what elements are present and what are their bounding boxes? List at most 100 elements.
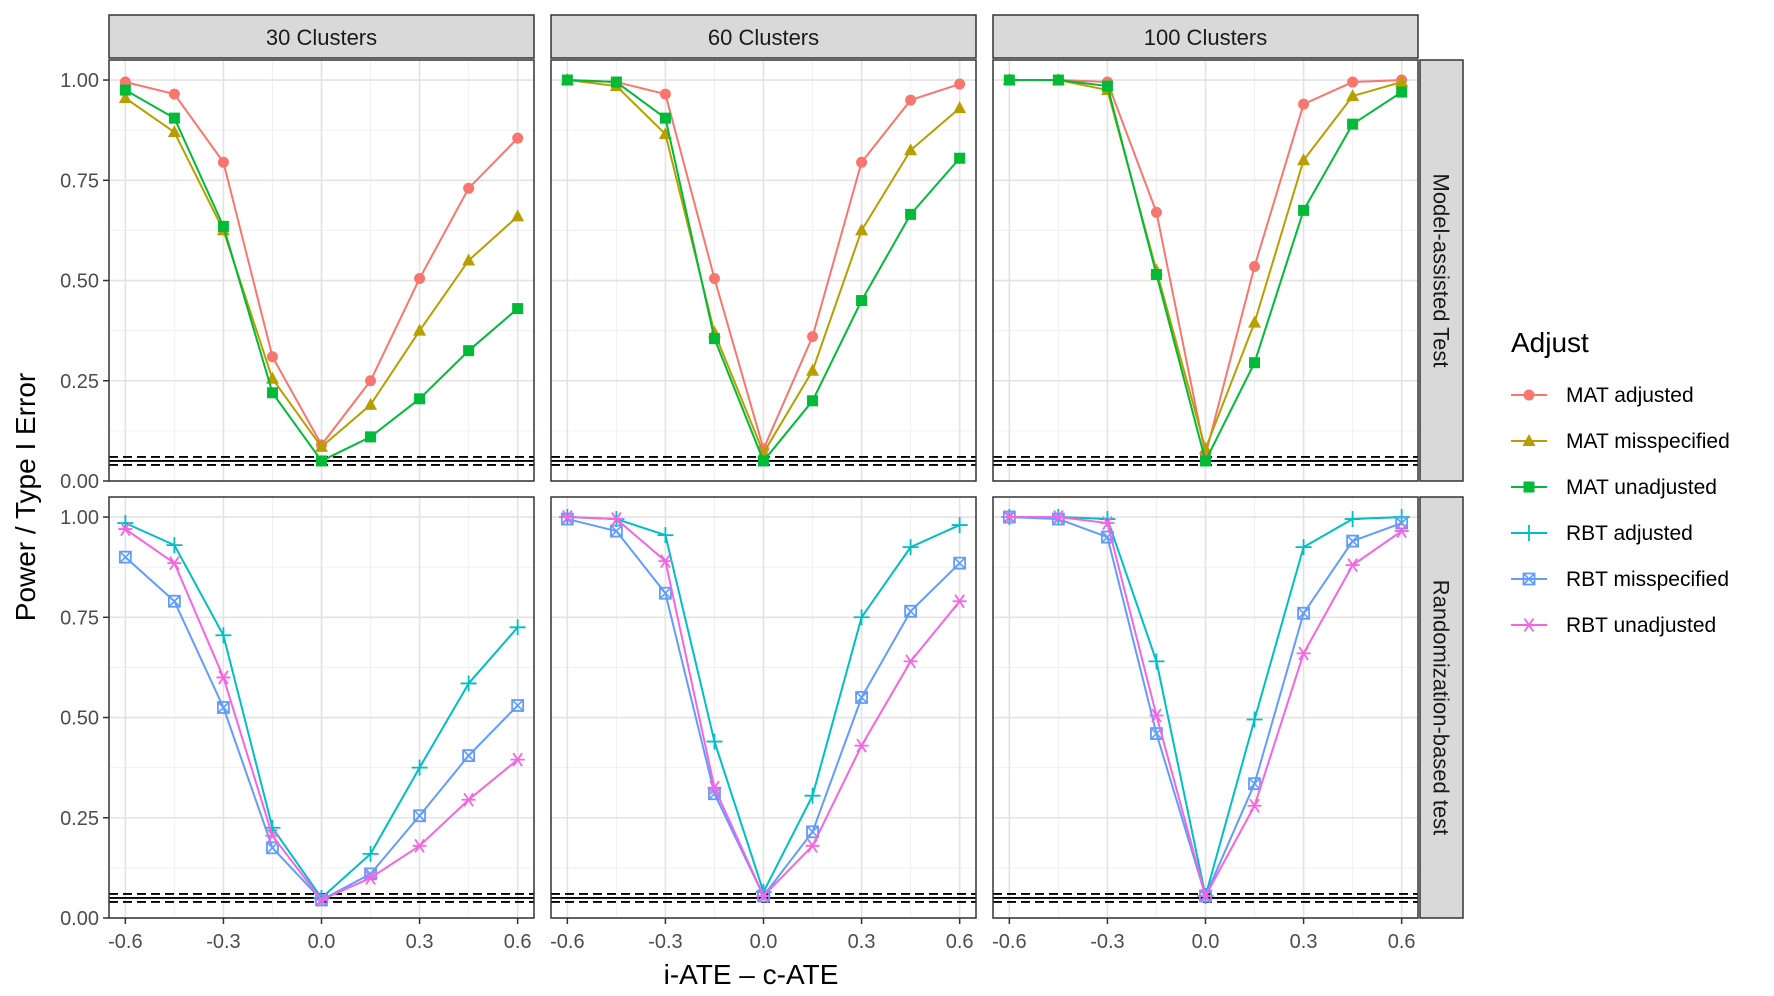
- data-point: [1002, 510, 1017, 525]
- x-tick-label: -0.6: [992, 931, 1026, 953]
- y-tick-label: 0.50: [60, 271, 99, 293]
- data-point: [659, 88, 671, 100]
- data-point: [1150, 206, 1162, 218]
- strip-label: Randomization-based test: [1429, 580, 1454, 836]
- strip-column-30-clusters: 30 Clusters: [108, 14, 535, 59]
- panel-randomization-based-test-100-clusters: [992, 496, 1419, 919]
- x-tick-label: 0.0: [750, 931, 778, 953]
- data-point: [1247, 798, 1262, 813]
- data-point: [953, 556, 967, 570]
- legend-item-mat-misspecified: MAT misspecified: [1511, 430, 1730, 453]
- legend-key-marker: [1523, 389, 1535, 401]
- data-point: [1051, 510, 1066, 525]
- legend-title: Adjust: [1511, 327, 1589, 358]
- data-point: [314, 892, 329, 907]
- data-point: [1149, 708, 1164, 723]
- data-point: [413, 323, 427, 336]
- strip-column-60-clusters: 60 Clusters: [550, 14, 977, 59]
- data-point: [1346, 534, 1360, 548]
- data-point: [1395, 75, 1409, 88]
- data-point: [1249, 357, 1261, 369]
- data-point: [1295, 539, 1312, 556]
- data-point: [167, 556, 182, 571]
- data-point: [168, 88, 180, 100]
- data-point: [1200, 455, 1211, 467]
- data-point: [1297, 153, 1311, 166]
- series-rbt-adjusted: [559, 509, 968, 900]
- series-mat-unadjusted: [1003, 74, 1408, 467]
- data-point: [1101, 80, 1113, 92]
- data-point: [1198, 888, 1213, 903]
- data-point: [463, 182, 475, 194]
- data-point: [805, 838, 820, 853]
- data-point: [512, 132, 524, 144]
- x-tick-label: 0.3: [406, 931, 434, 953]
- x-tick-label: -0.3: [206, 931, 240, 953]
- data-point: [510, 752, 525, 767]
- x-tick-label: 0.0: [308, 931, 336, 953]
- x-axis-2: -0.6 -0.3 0.0 0.3 0.6: [550, 918, 974, 953]
- data-point: [1249, 260, 1261, 272]
- data-point: [1347, 76, 1359, 88]
- data-point: [856, 295, 868, 307]
- series-rbt-unadjusted: [1002, 510, 1409, 903]
- data-point: [806, 825, 819, 839]
- data-point: [609, 512, 624, 527]
- series-mat-misspecified: [560, 73, 967, 458]
- series-mat-unadjusted: [561, 74, 966, 467]
- data-point: [807, 331, 819, 343]
- data-point: [1345, 558, 1360, 573]
- data-point: [905, 94, 917, 106]
- data-point: [266, 841, 279, 855]
- data-point: [216, 670, 231, 685]
- data-point: [1150, 269, 1162, 281]
- data-point: [1248, 777, 1261, 791]
- y-tick-label: 0.75: [60, 607, 99, 629]
- data-point: [659, 112, 671, 124]
- y-tick-label: 1.00: [60, 507, 99, 529]
- legend-item-mat-unadjusted: MAT unadjusted: [1511, 476, 1717, 499]
- y-axis-title: Power / Type I Error: [10, 373, 41, 621]
- data-point: [118, 91, 132, 104]
- data-point: [414, 273, 426, 285]
- data-point: [855, 691, 868, 704]
- y-tick-label: 0.00: [60, 471, 99, 493]
- data-point: [706, 733, 723, 750]
- data-point: [708, 333, 720, 345]
- x-tick-label: 0.6: [946, 931, 974, 953]
- data-point: [756, 888, 771, 903]
- data-point: [166, 537, 183, 554]
- data-point: [708, 273, 720, 285]
- strip-label: 100 Clusters: [1144, 25, 1268, 50]
- data-point: [265, 828, 280, 843]
- panel-border: [108, 59, 535, 482]
- y-tick-label: 0.00: [60, 908, 99, 930]
- data-point: [758, 455, 769, 467]
- panel-border: [992, 59, 1419, 482]
- panel-model-assisted-test-60-clusters: [550, 59, 977, 482]
- panel-randomization-based-test-30-clusters: [108, 496, 535, 919]
- strip-column-100-clusters: 100 Clusters: [992, 14, 1419, 59]
- data-point: [509, 619, 526, 636]
- data-point: [266, 351, 278, 363]
- y-tick-label: 0.25: [60, 371, 99, 393]
- x-tick-label: 0.0: [1192, 931, 1220, 953]
- data-point: [168, 112, 180, 124]
- x-tick-label: -0.6: [108, 931, 142, 953]
- data-point: [217, 701, 230, 714]
- panel-randomization-based-test-60-clusters: [550, 496, 977, 919]
- strips-layer: 30 Clusters 60 Clusters 100 Clusters Model-…: [108, 14, 1464, 919]
- y-tick-label: 1.00: [60, 70, 99, 92]
- data-point: [905, 208, 917, 220]
- strip-row-randomization-based-test: Randomization-based test: [1419, 496, 1464, 919]
- legend-key-marker: [1521, 525, 1537, 541]
- data-point: [118, 550, 132, 564]
- data-point: [365, 375, 377, 387]
- legend-item-rbt-unadjusted: RBT unadjusted: [1511, 614, 1716, 637]
- panel-border: [550, 59, 977, 482]
- series-rbt-unadjusted: [560, 510, 967, 903]
- y-tick-label: 0.50: [60, 708, 99, 730]
- data-point: [855, 223, 869, 236]
- legend-key-marker: [1522, 617, 1536, 633]
